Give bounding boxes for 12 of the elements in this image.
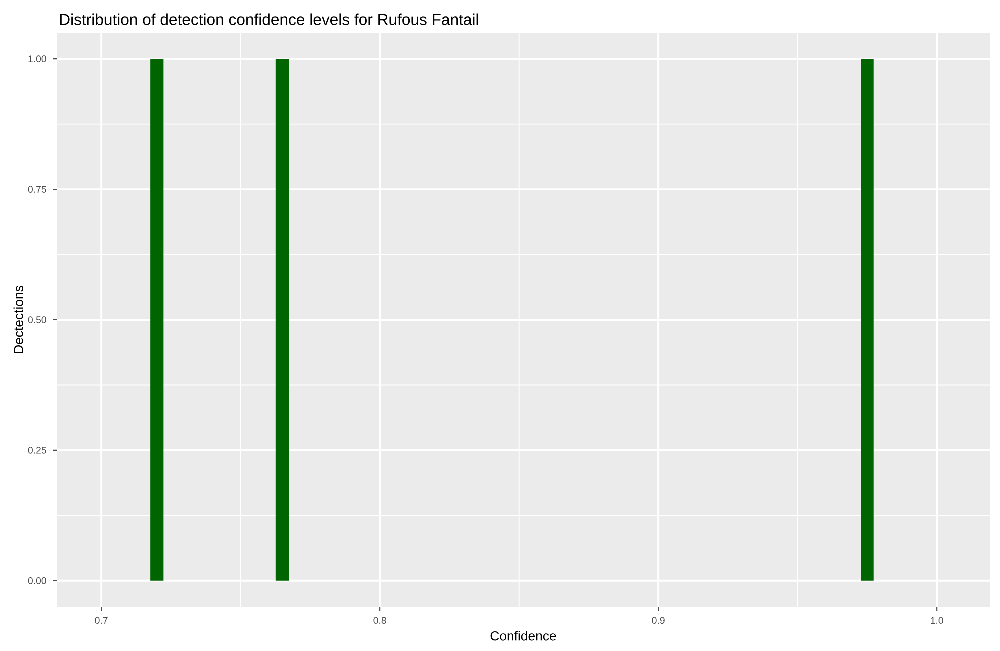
y-tick-label: 0.50: [28, 316, 46, 324]
x-tick-label: 0.8: [374, 617, 386, 624]
x-tick-label: 1.0: [931, 617, 944, 624]
y-tick-label: 0.25: [28, 447, 46, 454]
y-tick-label: 1.00: [28, 56, 46, 62]
chart-title: Distribution of detection confidence levels for Rufous Fantail: [60, 14, 478, 26]
y-tick-label: 0.00: [28, 577, 46, 584]
y-axis-title: Dectections: [14, 286, 24, 354]
x-tick-label: 0.9: [652, 617, 665, 624]
x-axis-title: Confidence: [490, 631, 556, 641]
y-tick-label: 0.75: [28, 186, 46, 193]
x-tick-label: 0.7: [95, 617, 108, 624]
